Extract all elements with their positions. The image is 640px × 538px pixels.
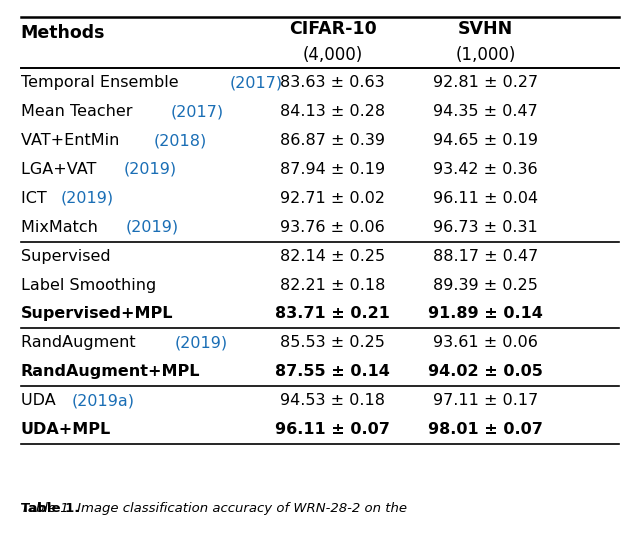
- Text: 96.11 ± 0.04: 96.11 ± 0.04: [433, 191, 538, 206]
- Text: (2017): (2017): [230, 75, 283, 90]
- Text: (2018): (2018): [154, 133, 207, 148]
- Text: 94.35 ± 0.47: 94.35 ± 0.47: [433, 104, 538, 119]
- Text: Temporal Ensemble: Temporal Ensemble: [20, 75, 183, 90]
- Text: (2019): (2019): [174, 335, 227, 350]
- Text: (4,000): (4,000): [303, 46, 363, 64]
- Text: LGA+VAT: LGA+VAT: [20, 162, 101, 177]
- Text: VAT+EntMin: VAT+EntMin: [20, 133, 124, 148]
- Text: (2019): (2019): [126, 220, 179, 235]
- Text: (2019): (2019): [60, 191, 113, 206]
- Text: 82.14 ± 0.25: 82.14 ± 0.25: [280, 249, 385, 264]
- Text: RandAugment: RandAugment: [20, 335, 140, 350]
- Text: UDA: UDA: [20, 393, 60, 408]
- Text: 94.53 ± 0.18: 94.53 ± 0.18: [280, 393, 385, 408]
- Text: 91.89 ± 0.14: 91.89 ± 0.14: [428, 307, 543, 322]
- Text: MixMatch: MixMatch: [20, 220, 102, 235]
- Text: Methods: Methods: [20, 24, 105, 43]
- Text: 85.53 ± 0.25: 85.53 ± 0.25: [280, 335, 385, 350]
- Text: 88.17 ± 0.47: 88.17 ± 0.47: [433, 249, 538, 264]
- Text: Table 1.: Table 1.: [20, 502, 79, 515]
- Text: 93.61 ± 0.06: 93.61 ± 0.06: [433, 335, 538, 350]
- Text: 82.21 ± 0.18: 82.21 ± 0.18: [280, 278, 385, 293]
- Text: (2017): (2017): [170, 104, 223, 119]
- Text: 84.13 ± 0.28: 84.13 ± 0.28: [280, 104, 385, 119]
- Text: 96.73 ± 0.31: 96.73 ± 0.31: [433, 220, 538, 235]
- Text: 98.01 ± 0.07: 98.01 ± 0.07: [428, 422, 543, 437]
- Text: RandAugment+MPL: RandAugment+MPL: [20, 364, 200, 379]
- Text: 93.76 ± 0.06: 93.76 ± 0.06: [280, 220, 385, 235]
- Text: 83.63 ± 0.63: 83.63 ± 0.63: [280, 75, 385, 90]
- Text: 94.02 ± 0.05: 94.02 ± 0.05: [428, 364, 543, 379]
- Text: 94.65 ± 0.19: 94.65 ± 0.19: [433, 133, 538, 148]
- Text: Table 1. Image classification accuracy of WRN-28-2 on the: Table 1. Image classification accuracy o…: [20, 502, 406, 515]
- Text: 92.71 ± 0.02: 92.71 ± 0.02: [280, 191, 385, 206]
- Text: SVHN: SVHN: [458, 20, 513, 38]
- Text: 89.39 ± 0.25: 89.39 ± 0.25: [433, 278, 538, 293]
- Text: Mean Teacher: Mean Teacher: [20, 104, 137, 119]
- Text: CIFAR-10: CIFAR-10: [289, 20, 376, 38]
- Text: 93.42 ± 0.36: 93.42 ± 0.36: [433, 162, 538, 177]
- Text: (2019a): (2019a): [72, 393, 135, 408]
- Text: UDA+MPL: UDA+MPL: [20, 422, 111, 437]
- Text: 83.71 ± 0.21: 83.71 ± 0.21: [275, 307, 390, 322]
- Text: 96.11 ± 0.07: 96.11 ± 0.07: [275, 422, 390, 437]
- Text: Supervised: Supervised: [20, 249, 110, 264]
- Text: Supervised+MPL: Supervised+MPL: [20, 307, 173, 322]
- Text: 92.81 ± 0.27: 92.81 ± 0.27: [433, 75, 538, 90]
- Text: Label Smoothing: Label Smoothing: [20, 278, 156, 293]
- Text: 87.55 ± 0.14: 87.55 ± 0.14: [275, 364, 390, 379]
- Text: 97.11 ± 0.17: 97.11 ± 0.17: [433, 393, 538, 408]
- Text: ICT: ICT: [20, 191, 51, 206]
- Text: 86.87 ± 0.39: 86.87 ± 0.39: [280, 133, 385, 148]
- Text: (2019): (2019): [124, 162, 177, 177]
- Text: 87.94 ± 0.19: 87.94 ± 0.19: [280, 162, 385, 177]
- Text: (1,000): (1,000): [456, 46, 516, 64]
